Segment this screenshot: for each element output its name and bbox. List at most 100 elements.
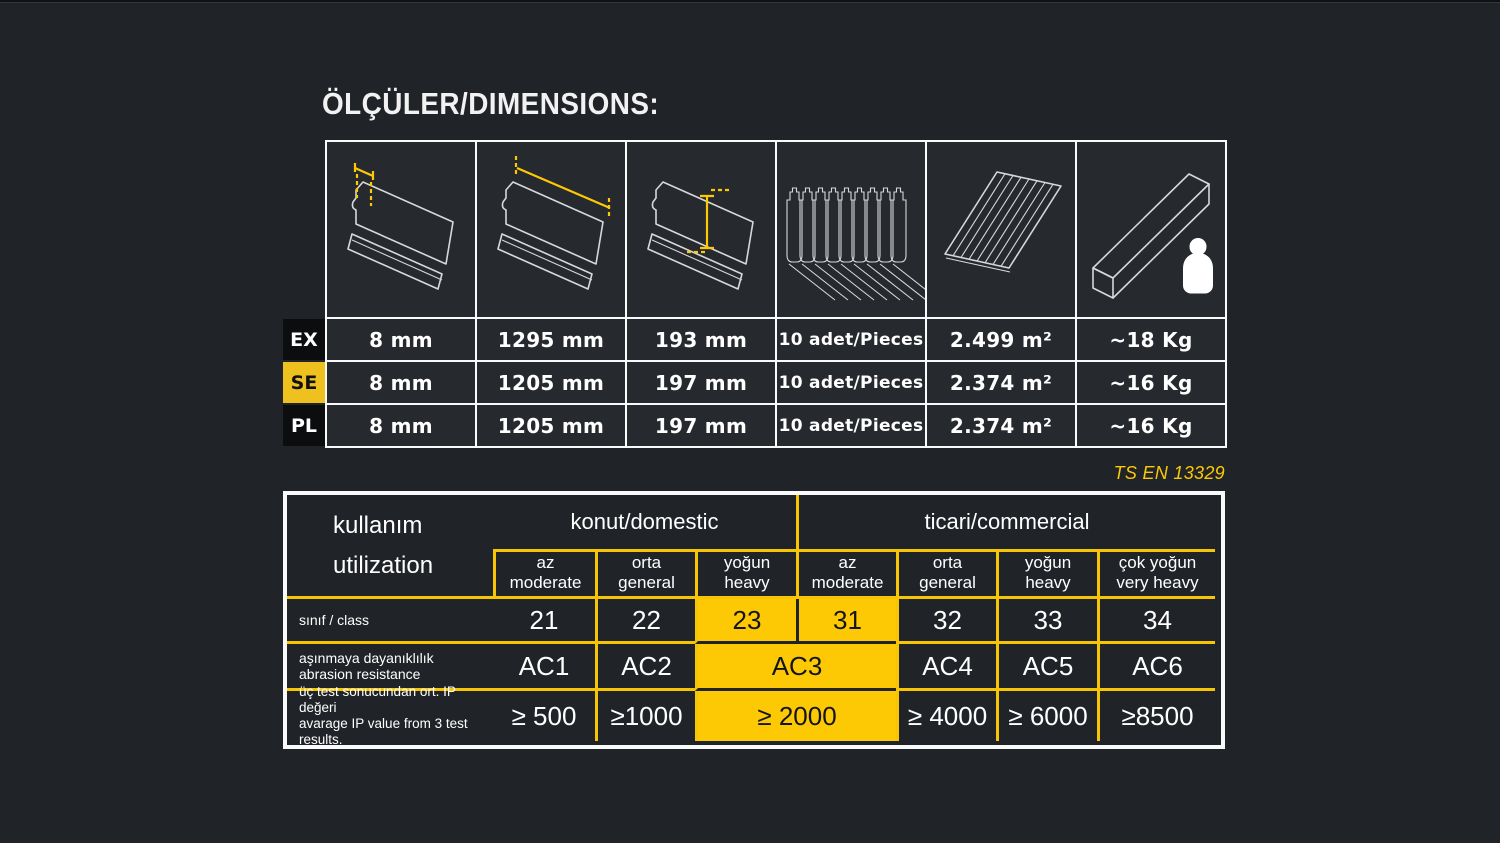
value-text: 2.374 m² (949, 413, 1053, 438)
standard-reference: TS EN 13329 (1113, 463, 1225, 483)
subheader-commercial-very-heavy: çok yoğun very heavy (1097, 552, 1215, 599)
ip-row-label: üç test sonucundan ort. IP değeri avarag… (287, 684, 493, 747)
row-label-se: SE (283, 362, 325, 403)
class-33: 33 (996, 599, 1097, 644)
ip-1000: ≥1000 (595, 691, 695, 741)
abrasion-label-en: abrasion resistance (299, 666, 421, 682)
value-text: 10 adet/Pieces (778, 415, 924, 436)
subheader-tr: orta (932, 552, 963, 572)
subheader-commercial-heavy: yoğun heavy (996, 552, 1097, 599)
abrasion-label-tr: aşınmaya dayanıklılık (299, 650, 434, 666)
dim-cell-ex-length: 1295 mm (477, 319, 625, 360)
header-cell-area (927, 142, 1075, 317)
header-cell-pieces (777, 142, 925, 317)
pack-weight-icon (1092, 173, 1213, 299)
subheader-en: moderate (509, 572, 582, 592)
subheader-en: general (919, 572, 976, 592)
dim-cell-pl-width: 197 mm (627, 405, 775, 446)
ip-6000: ≥ 6000 (996, 691, 1097, 741)
ip-2000: ≥ 2000 (695, 691, 896, 741)
dim-cell-se-thickness: 8 mm (327, 362, 475, 403)
value-text: 8 mm (369, 370, 433, 395)
utilization-grid: kullanım utilization konut/domestic tica… (287, 495, 1215, 747)
class-22: 22 (595, 599, 695, 644)
row-label-pl: PL (283, 405, 325, 446)
corner-label-tr: kullanım (333, 511, 423, 539)
subheader-tr: yoğun (723, 552, 771, 572)
value-text: 10 adet/Pieces (778, 372, 924, 393)
abrasion-ac6: AC6 (1097, 644, 1215, 691)
value-text: 193 mm (654, 327, 748, 352)
value-text: 197 mm (654, 413, 748, 438)
abrasion-ac1: AC1 (493, 644, 595, 691)
dim-cell-se-length: 1205 mm (477, 362, 625, 403)
abrasion-row-label: aşınmaya dayanıklılık abrasion resistanc… (287, 644, 493, 691)
abrasion-ac3: AC3 (695, 644, 896, 691)
class-31: 31 (796, 599, 896, 644)
class-32: 32 (896, 599, 996, 644)
group-header-domestic: konut/domestic (493, 495, 796, 552)
corner-label-en: utilization (333, 551, 434, 579)
row-label-ex: EX (283, 319, 325, 360)
dim-cell-ex-area: 2.499 m² (927, 319, 1075, 360)
dim-cell-ex-thickness: 8 mm (327, 319, 475, 360)
value-text: 2.374 m² (949, 370, 1053, 395)
subheader-tr: orta (631, 552, 662, 572)
ip-label-en: avarage IP value from 3 test results. (299, 716, 468, 747)
dim-cell-se-pieces: 10 adet/Pieces (777, 362, 925, 403)
class-34: 34 (1097, 599, 1215, 644)
subheader-domestic-general: orta general (595, 552, 695, 599)
value-text: ~18 Kg (1109, 327, 1193, 352)
subheader-tr: az (838, 552, 857, 572)
ip-500: ≥ 500 (493, 691, 595, 741)
header-cell-weight (1077, 142, 1225, 317)
plank-width-icon (647, 181, 754, 290)
subheader-en: heavy (724, 572, 770, 592)
dimensions-table: 8 mm 1295 mm 193 mm 10 adet/Pieces 2.499… (325, 140, 1227, 448)
header-cell-thickness (327, 142, 475, 317)
subheader-tr: yoğun (1024, 552, 1072, 572)
subheader-tr: çok yoğun (1118, 552, 1197, 572)
subheader-commercial-general: orta general (896, 552, 996, 599)
value-text: 1295 mm (497, 327, 605, 352)
dim-cell-pl-thickness: 8 mm (327, 405, 475, 446)
class-21: 21 (493, 599, 595, 644)
subheader-domestic-moderate: az moderate (493, 552, 595, 599)
corner-label: kullanım utilization (287, 495, 493, 599)
plank-thickness-icon (347, 163, 454, 290)
ip-8500: ≥8500 (1097, 691, 1215, 741)
subheader-en: general (618, 572, 675, 592)
value-text: 2.499 m² (949, 327, 1053, 352)
dim-cell-se-width: 197 mm (627, 362, 775, 403)
dim-cell-pl-weight: ~16 Kg (1077, 405, 1225, 446)
value-text: 197 mm (654, 370, 748, 395)
value-text: ~16 Kg (1109, 413, 1193, 438)
dim-cell-se-area: 2.374 m² (927, 362, 1075, 403)
page-top-edge (0, 0, 1500, 3)
value-text: ~16 Kg (1109, 370, 1193, 395)
ip-label-tr: üç test sonucundan ort. IP değeri (299, 684, 456, 715)
subheader-tr: az (536, 552, 555, 572)
ip-4000: ≥ 4000 (896, 691, 996, 741)
class-23: 23 (695, 599, 796, 644)
header-cell-width (627, 142, 775, 317)
pack-pieces-icon (786, 187, 925, 301)
value-text: 1205 mm (497, 370, 605, 395)
dim-cell-pl-pieces: 10 adet/Pieces (777, 405, 925, 446)
header-cell-length (477, 142, 625, 317)
dim-cell-ex-pieces: 10 adet/Pieces (777, 319, 925, 360)
value-text: 8 mm (369, 413, 433, 438)
dim-cell-ex-weight: ~18 Kg (1077, 319, 1225, 360)
abrasion-ac2: AC2 (595, 644, 695, 691)
subheader-en: heavy (1025, 572, 1071, 592)
group-header-commercial: ticari/commercial (796, 495, 1215, 552)
dim-cell-se-weight: ~16 Kg (1077, 362, 1225, 403)
subheader-en: moderate (811, 572, 884, 592)
utilization-table: kullanım utilization konut/domestic tica… (283, 491, 1225, 749)
dim-cell-pl-area: 2.374 m² (927, 405, 1075, 446)
dimensions-title: ÖLÇÜLER/DIMENSIONS: (322, 86, 660, 121)
subheader-commercial-moderate: az moderate (796, 552, 896, 599)
value-text: 1205 mm (497, 413, 605, 438)
subheader-domestic-heavy: yoğun heavy (695, 552, 796, 599)
